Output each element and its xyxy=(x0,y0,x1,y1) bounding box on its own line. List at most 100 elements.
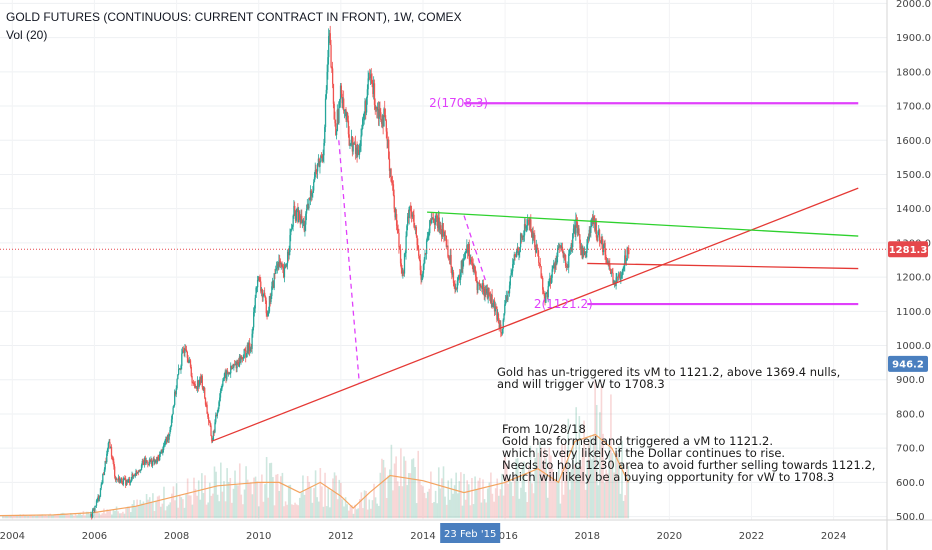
volume-bar xyxy=(486,488,489,519)
volume-bar xyxy=(74,513,77,519)
symbol-title[interactable]: GOLD FUTURES (CONTINUOUS: CURRENT CONTRA… xyxy=(6,10,462,24)
price-candle-body xyxy=(130,479,132,482)
price-candle-body xyxy=(94,506,96,511)
price-candle-body xyxy=(314,170,316,178)
volume-bar xyxy=(365,491,367,519)
price-candle-body xyxy=(135,470,137,476)
price-candle-body xyxy=(172,407,174,415)
price-candle-body xyxy=(110,446,112,449)
volume-bar xyxy=(66,514,69,519)
volume-bar xyxy=(526,502,529,519)
volume-bar xyxy=(231,502,233,519)
volume-bar xyxy=(5,515,7,519)
price-candle-body xyxy=(454,285,456,290)
price-candle-body xyxy=(95,505,97,507)
price-candle-body xyxy=(281,263,283,267)
price-candle-body xyxy=(460,261,463,273)
price-candle-body xyxy=(133,475,136,477)
price-candle-body xyxy=(566,266,568,267)
price-candle-body xyxy=(372,83,374,95)
price-candle-body xyxy=(121,483,124,485)
volume-bar xyxy=(21,515,23,519)
price-candle-body xyxy=(377,109,379,111)
volume-bar xyxy=(458,481,461,519)
volume-bar xyxy=(537,452,540,519)
price-candle-body xyxy=(159,451,162,455)
price-candle-body xyxy=(350,144,352,146)
price-candle-body xyxy=(559,245,561,247)
volume-bar xyxy=(618,446,620,519)
volume-bar xyxy=(298,497,301,519)
price-candle-body xyxy=(558,246,560,248)
price-candle-body xyxy=(134,475,136,477)
price-candle-body xyxy=(496,306,498,320)
volume-bar xyxy=(527,465,530,519)
price-candle-body xyxy=(140,469,142,471)
volume-bar xyxy=(545,458,547,519)
volume-bar xyxy=(599,412,601,519)
price-candle-body xyxy=(552,266,554,270)
price-candle-body xyxy=(427,236,429,238)
volume-bar xyxy=(210,495,213,519)
price-candle-body xyxy=(404,253,406,254)
price-candle-body xyxy=(396,225,399,229)
price-candle-body xyxy=(518,251,520,256)
price-candle-body xyxy=(259,279,261,282)
price-candle-body xyxy=(269,296,271,302)
price-candle-body xyxy=(343,98,345,111)
price-candle-body xyxy=(246,344,249,354)
volume-bar xyxy=(452,493,454,519)
price-candle-body xyxy=(99,488,102,497)
price-candle-body xyxy=(301,221,304,223)
price-candle-body xyxy=(329,33,331,45)
price-candle-body xyxy=(233,364,235,368)
volume-bar xyxy=(426,491,429,519)
volume-bar xyxy=(177,507,179,519)
price-candle-body xyxy=(545,292,547,303)
price-candle-body xyxy=(463,258,466,259)
volume-bar xyxy=(65,513,67,519)
price-candle-body xyxy=(428,233,430,237)
price-candle-body xyxy=(455,288,457,290)
volume-bar xyxy=(133,500,135,519)
volume-bar xyxy=(33,515,36,519)
volume-bar xyxy=(284,501,287,519)
price-candle-body xyxy=(561,246,563,248)
volume-bar xyxy=(322,506,325,519)
price-candle-body xyxy=(182,350,185,352)
last-price-badge xyxy=(888,241,928,258)
price-candle-body xyxy=(236,362,238,369)
price-candle-body xyxy=(580,246,583,250)
price-candle-body xyxy=(463,258,465,261)
volume-bar xyxy=(327,488,330,519)
volume-bar xyxy=(243,489,246,519)
price-candle-body xyxy=(481,287,483,289)
volume-indicator-label[interactable]: Vol (20) xyxy=(6,28,48,42)
price-candle-body xyxy=(461,261,463,269)
volume-bar xyxy=(286,504,288,519)
price-candle-body xyxy=(534,247,537,253)
price-candle-body xyxy=(477,282,479,291)
volume-bar xyxy=(573,464,576,519)
price-candle-body xyxy=(341,93,343,104)
volume-bar xyxy=(291,504,293,519)
price-candle-body xyxy=(377,109,380,119)
volume-bar xyxy=(71,514,74,519)
price-candle-body xyxy=(117,479,119,481)
y-tick-label: 1400.0 xyxy=(896,204,931,215)
price-candle-body xyxy=(294,205,296,211)
price-candle-body xyxy=(174,391,177,395)
volume-bar xyxy=(336,499,339,519)
price-candle-body xyxy=(475,276,478,281)
volume-bar xyxy=(510,482,513,519)
price-candle-body xyxy=(479,284,481,286)
volume-bar xyxy=(82,510,85,519)
price-candle-body xyxy=(208,421,211,423)
price-candle-body xyxy=(397,228,399,233)
volume-bar xyxy=(589,435,592,519)
price-candle-body xyxy=(401,268,403,274)
volume-bar xyxy=(422,486,424,519)
volume-bar xyxy=(613,472,615,519)
volume-bar xyxy=(499,489,502,519)
